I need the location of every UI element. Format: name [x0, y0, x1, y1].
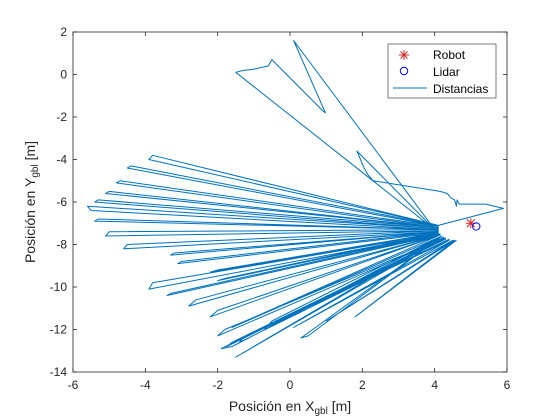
y-tick-label: -14	[50, 365, 68, 379]
legend-label-distancias: Distancias	[433, 82, 488, 96]
legend-label-lidar: Lidar	[433, 65, 460, 79]
y-tick-label: -4	[56, 153, 67, 167]
x-tick-label: 6	[504, 378, 511, 392]
x-tick-label: 4	[431, 378, 438, 392]
legend: Robot Lidar Distancias	[387, 43, 497, 99]
distancias-line	[87, 40, 504, 358]
y-tick-label: -8	[56, 238, 67, 252]
y-tick-label: 2	[60, 25, 67, 39]
x-tick-label: -4	[140, 378, 151, 392]
y-tick-label: 0	[60, 68, 67, 82]
axes-layer: -6 -4 -2 0 2 4 6 -14 -12 -10 -8 -6 -4 -2 0 2	[50, 25, 511, 392]
y-tick-label: -6	[56, 195, 67, 209]
x-tick-label: 2	[359, 378, 366, 392]
legend-label-robot: Robot	[433, 48, 466, 62]
x-tick-label: 0	[287, 378, 294, 392]
x-axis-label: Posición en Xgbl [m]	[229, 398, 351, 417]
y-tick-label: -2	[56, 110, 67, 124]
y-tick-label: -10	[50, 280, 68, 294]
series-layer	[87, 40, 504, 358]
legend-marker-lidar	[399, 66, 409, 76]
y-axis-label: Posición en Ygbl [m]	[22, 141, 41, 263]
legend-marker-robot	[399, 50, 409, 60]
x-tick-label: -2	[212, 378, 223, 392]
y-tick-label: -12	[50, 323, 68, 337]
lidar-marker	[472, 222, 481, 231]
x-tick-label: -6	[68, 378, 79, 392]
